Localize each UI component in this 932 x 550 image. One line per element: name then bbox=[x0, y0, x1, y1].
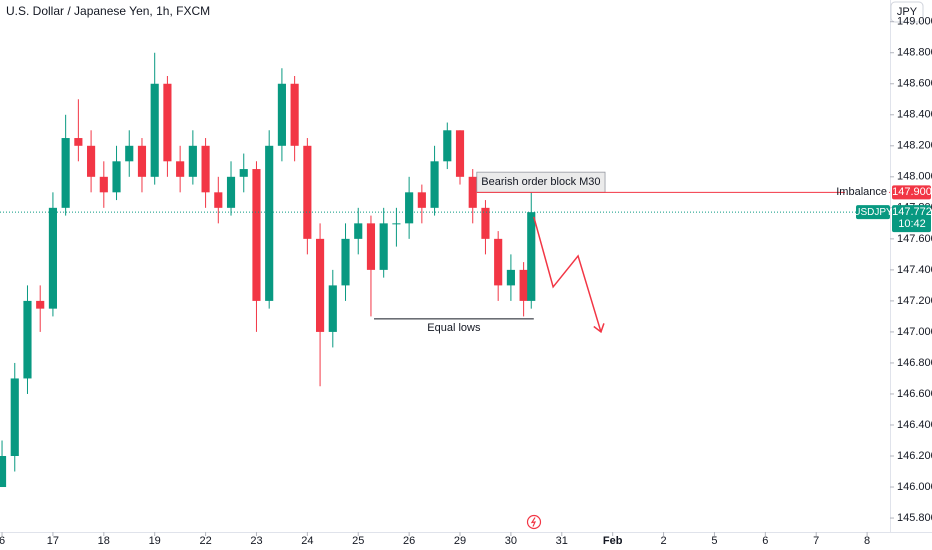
candle-body bbox=[405, 192, 414, 224]
y-tick-label: 147.000 bbox=[897, 326, 932, 338]
candle-body bbox=[316, 238, 325, 332]
y-tick-label: 147.600 bbox=[897, 233, 932, 245]
countdown-label: 10:42 bbox=[898, 218, 926, 230]
projection-arrowhead bbox=[593, 323, 605, 334]
x-tick-label: 17 bbox=[47, 535, 59, 547]
candle-body bbox=[226, 176, 236, 208]
icon-bolt[interactable] bbox=[530, 517, 537, 527]
candle-body bbox=[252, 169, 261, 301]
candle-body bbox=[527, 212, 536, 301]
x-tick-label: 8 bbox=[864, 535, 870, 547]
x-tick-label: 26 bbox=[403, 535, 415, 547]
candle-body bbox=[443, 130, 452, 162]
x-tick-label: 30 bbox=[505, 535, 517, 547]
y-tick-label: 146.000 bbox=[897, 481, 932, 493]
y-tick-label: 146.200 bbox=[897, 450, 932, 462]
symbol-tag-label: USDJPY bbox=[853, 207, 893, 218]
x-tick-label: 5 bbox=[711, 535, 717, 547]
candle-body bbox=[48, 207, 57, 309]
x-tick-label: 31 bbox=[556, 535, 568, 547]
candle-body bbox=[481, 207, 490, 239]
candle-body bbox=[163, 83, 172, 162]
imbalance-label-box bbox=[845, 185, 889, 200]
candle-body bbox=[265, 145, 274, 301]
candle-body bbox=[10, 378, 19, 456]
candle-body bbox=[188, 145, 197, 177]
x-tick-label: 2 bbox=[660, 535, 666, 547]
y-tick-label: 149.000 bbox=[897, 16, 932, 28]
candle-body bbox=[341, 238, 350, 286]
y-tick-label: 146.800 bbox=[897, 357, 932, 369]
candle-body bbox=[277, 83, 286, 146]
currency-button[interactable]: JPY bbox=[890, 1, 924, 23]
x-tick-label: Feb bbox=[603, 535, 623, 547]
candle-body bbox=[354, 223, 363, 239]
imbalance-tag-label: 147.900 bbox=[892, 186, 932, 198]
candle-body bbox=[519, 269, 528, 301]
x-tick-label: 19 bbox=[149, 535, 161, 547]
y-tick-label: 147.400 bbox=[897, 264, 932, 276]
x-tick-label: 6 bbox=[0, 535, 5, 547]
currency-button-box[interactable] bbox=[890, 1, 924, 23]
candle-body bbox=[61, 138, 70, 208]
y-tick-label: 148.200 bbox=[897, 140, 932, 152]
candle-body bbox=[214, 192, 223, 208]
chart-title: U.S. Dollar / Japanese Yen, 1h, FXCM bbox=[6, 4, 210, 18]
candle-body bbox=[392, 223, 401, 225]
x-tick-label: 6 bbox=[762, 535, 768, 547]
candle-body bbox=[366, 223, 376, 270]
candle-body bbox=[379, 223, 388, 270]
y-tick-label: 147.200 bbox=[897, 295, 932, 307]
candle-body bbox=[494, 238, 503, 286]
y-tick-label: 148.400 bbox=[897, 109, 932, 121]
price-tag bbox=[892, 205, 931, 233]
candle-body bbox=[0, 456, 7, 488]
projection-path bbox=[533, 216, 602, 333]
y-tick-label: 146.600 bbox=[897, 388, 932, 400]
candle-body bbox=[506, 269, 515, 286]
candle-body bbox=[201, 145, 210, 193]
price-tag-label: 147.772 bbox=[892, 206, 932, 218]
x-tick-label: 7 bbox=[813, 535, 819, 547]
candle-body bbox=[290, 83, 299, 146]
candle-body bbox=[23, 300, 32, 379]
imbalance-tag bbox=[892, 185, 931, 200]
y-tick-label: 148.600 bbox=[897, 78, 932, 90]
symbol-tag bbox=[856, 205, 890, 220]
candle-body bbox=[137, 145, 147, 177]
x-tick-label: 29 bbox=[454, 535, 466, 547]
candle-body bbox=[455, 130, 465, 177]
y-tick-label: 145.800 bbox=[897, 512, 932, 524]
x-tick-label: 25 bbox=[352, 535, 364, 547]
candle-body bbox=[328, 285, 337, 332]
candle-body bbox=[150, 83, 159, 177]
currency-label[interactable]: JPY bbox=[897, 6, 918, 18]
candle-body bbox=[125, 145, 134, 162]
equal-lows-label: Equal lows bbox=[427, 322, 481, 334]
candle-body bbox=[468, 176, 477, 208]
x-tick-label: 18 bbox=[98, 535, 110, 547]
candle-body bbox=[99, 176, 108, 193]
candle-body bbox=[417, 192, 426, 208]
order-block-label: Bearish order block M30 bbox=[481, 176, 600, 188]
candle-body bbox=[176, 161, 185, 177]
candle-body bbox=[112, 161, 121, 193]
y-tick-label: 148.000 bbox=[897, 171, 932, 183]
candle-body bbox=[430, 161, 439, 208]
candle-body bbox=[36, 300, 45, 309]
y-tick-label: 146.400 bbox=[897, 419, 932, 431]
x-tick-label: 23 bbox=[250, 535, 262, 547]
candle-body bbox=[303, 145, 312, 239]
x-tick-label: 24 bbox=[301, 535, 313, 547]
replay-icon[interactable] bbox=[526, 514, 542, 530]
imbalance-label: Imbalance bbox=[836, 186, 887, 198]
candle-body bbox=[239, 169, 248, 177]
y-tick-label: 148.800 bbox=[897, 47, 932, 59]
x-tick-label: 22 bbox=[199, 535, 211, 547]
candle-body bbox=[74, 138, 83, 146]
candle-body bbox=[87, 145, 96, 177]
